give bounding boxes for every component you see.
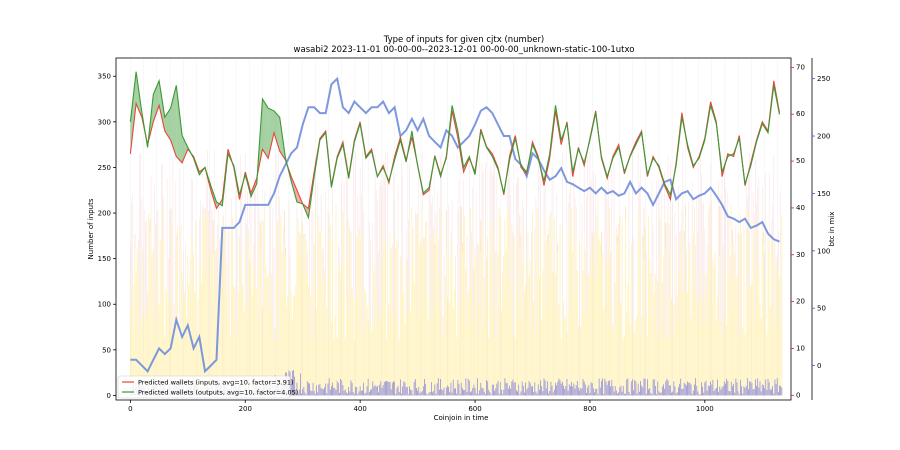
right-inner-tick-label: 40 <box>796 204 805 212</box>
right-outer-tick-label: 250 <box>817 75 830 83</box>
lines-layer <box>129 71 781 374</box>
y-axis-label: Number of inputs <box>87 198 95 259</box>
right-outer-tick-label: 150 <box>817 190 830 198</box>
chart-subtitle: wasabi2 2023-11-01 00-00-00--2023-12-01 … <box>294 45 635 55</box>
legend-box <box>117 375 291 399</box>
right-inner-tick-label: 0 <box>796 391 800 399</box>
right-outer-tick-label: 0 <box>817 362 821 370</box>
x-tick-label: 1000 <box>696 405 714 413</box>
axes-layer: 0 200 400 600 800 100005010015020025030035001… <box>98 58 830 413</box>
right-outer-tick-label: 50 <box>817 305 826 313</box>
x-axis-label: Coinjoin in time <box>434 414 489 422</box>
x-tick-label: 0 <box>128 405 132 413</box>
fill-segment <box>273 110 280 152</box>
fill-segment <box>153 80 160 122</box>
right-outer-tick-label: 100 <box>817 247 830 255</box>
fill-segment <box>262 99 269 159</box>
plot-frame <box>115 57 792 401</box>
y-tick-label: 50 <box>102 346 111 354</box>
x-tick-label: 600 <box>468 405 481 413</box>
y-tick-label: 200 <box>98 210 111 218</box>
bars-layer <box>129 58 783 400</box>
y-tick-label: 300 <box>98 118 111 126</box>
right-inner-tick-label: 70 <box>796 63 805 71</box>
x-tick-label: 400 <box>353 405 366 413</box>
fill-segment <box>130 71 137 154</box>
legend-label-outputs: Predicted wallets (outputs, avg=10, fact… <box>138 389 298 397</box>
series-line-inputs <box>129 80 781 210</box>
y-tick-label: 150 <box>98 255 111 263</box>
right-inner-tick-label: 30 <box>796 251 805 259</box>
series-line-btc <box>130 76 780 374</box>
y-tick-label: 350 <box>98 73 111 81</box>
y-tick-label: 0 <box>107 392 111 400</box>
right-inner-tick-label: 50 <box>796 157 805 165</box>
right-outer-tick-label: 200 <box>817 133 830 141</box>
y-tick-label: 250 <box>98 164 111 172</box>
right-inner-tick-label: 20 <box>796 298 805 306</box>
y-tick-label: 100 <box>98 301 111 309</box>
fill-segment <box>176 85 183 163</box>
right-inner-tick-label: 60 <box>796 110 805 118</box>
legend-label-inputs: Predicted wallets (inputs, avg=10, facto… <box>138 379 294 387</box>
chart-title: Type of inputs for given cjtx (number) <box>383 35 545 45</box>
right-outer-axis-label: btc in mix <box>828 212 836 247</box>
fill-segment <box>268 108 274 159</box>
x-tick-label: 200 <box>239 405 252 413</box>
fill-segment <box>182 135 188 163</box>
legend: Predicted wallets (inputs, avg=10, facto… <box>117 375 298 399</box>
fill-segment <box>164 108 171 141</box>
series-line-outputs <box>129 71 781 220</box>
x-tick-label: 800 <box>583 405 596 413</box>
right-inner-tick-label: 10 <box>796 344 805 352</box>
